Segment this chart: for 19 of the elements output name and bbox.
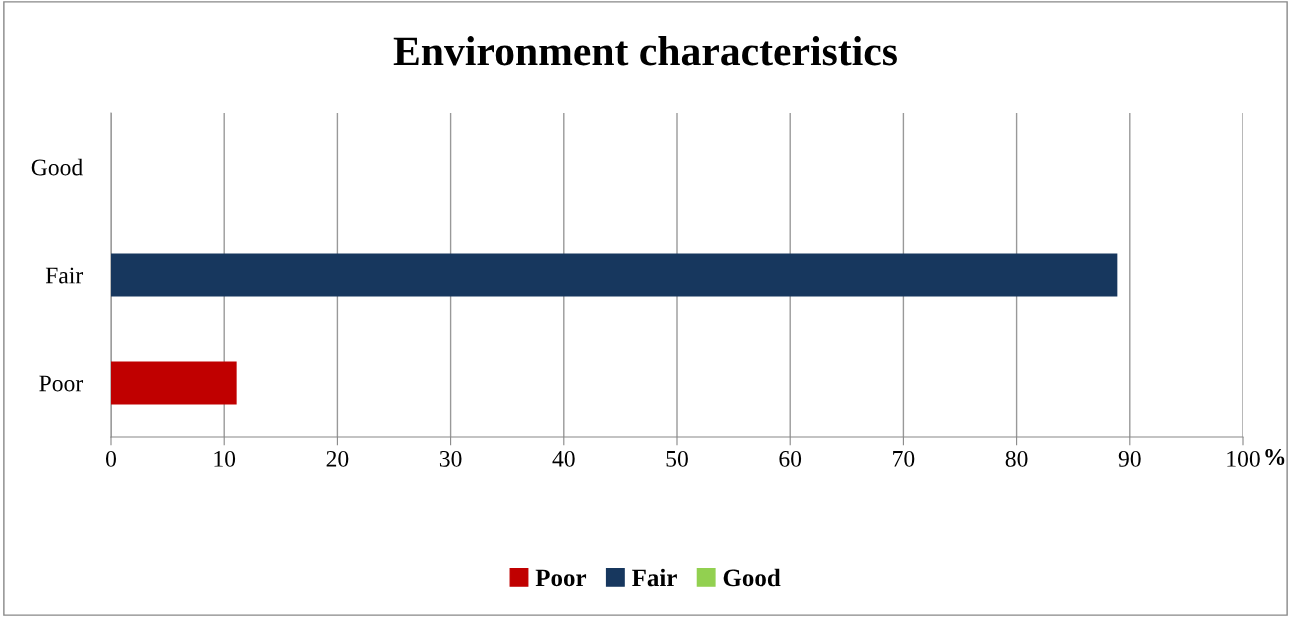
legend-label: Poor: [535, 569, 587, 587]
chart-title: Environment characteristics: [393, 36, 897, 66]
legend-label: Fair: [632, 568, 677, 587]
x-tick-label: 100: [1227, 450, 1260, 467]
x-axis-title: %: [1265, 449, 1285, 466]
x-tick-label: 80: [1005, 450, 1028, 467]
y-tick-label: Poor: [39, 375, 84, 392]
x-tick-label: 10: [214, 450, 236, 467]
y-tick-label: Good: [31, 158, 83, 176]
x-tick-label: 20: [326, 450, 349, 467]
y-tick-label: Fair: [45, 267, 84, 284]
x-tick-label: 30: [439, 450, 462, 467]
legend-label: Good: [723, 568, 781, 587]
x-tick-label: 50: [666, 450, 688, 467]
x-tick-label: 90: [1118, 450, 1141, 467]
x-tick-label: 60: [779, 450, 802, 467]
x-tick-label: 40: [552, 450, 575, 467]
x-tick-label: 70: [893, 450, 915, 467]
x-tick-label: 0: [106, 450, 116, 467]
